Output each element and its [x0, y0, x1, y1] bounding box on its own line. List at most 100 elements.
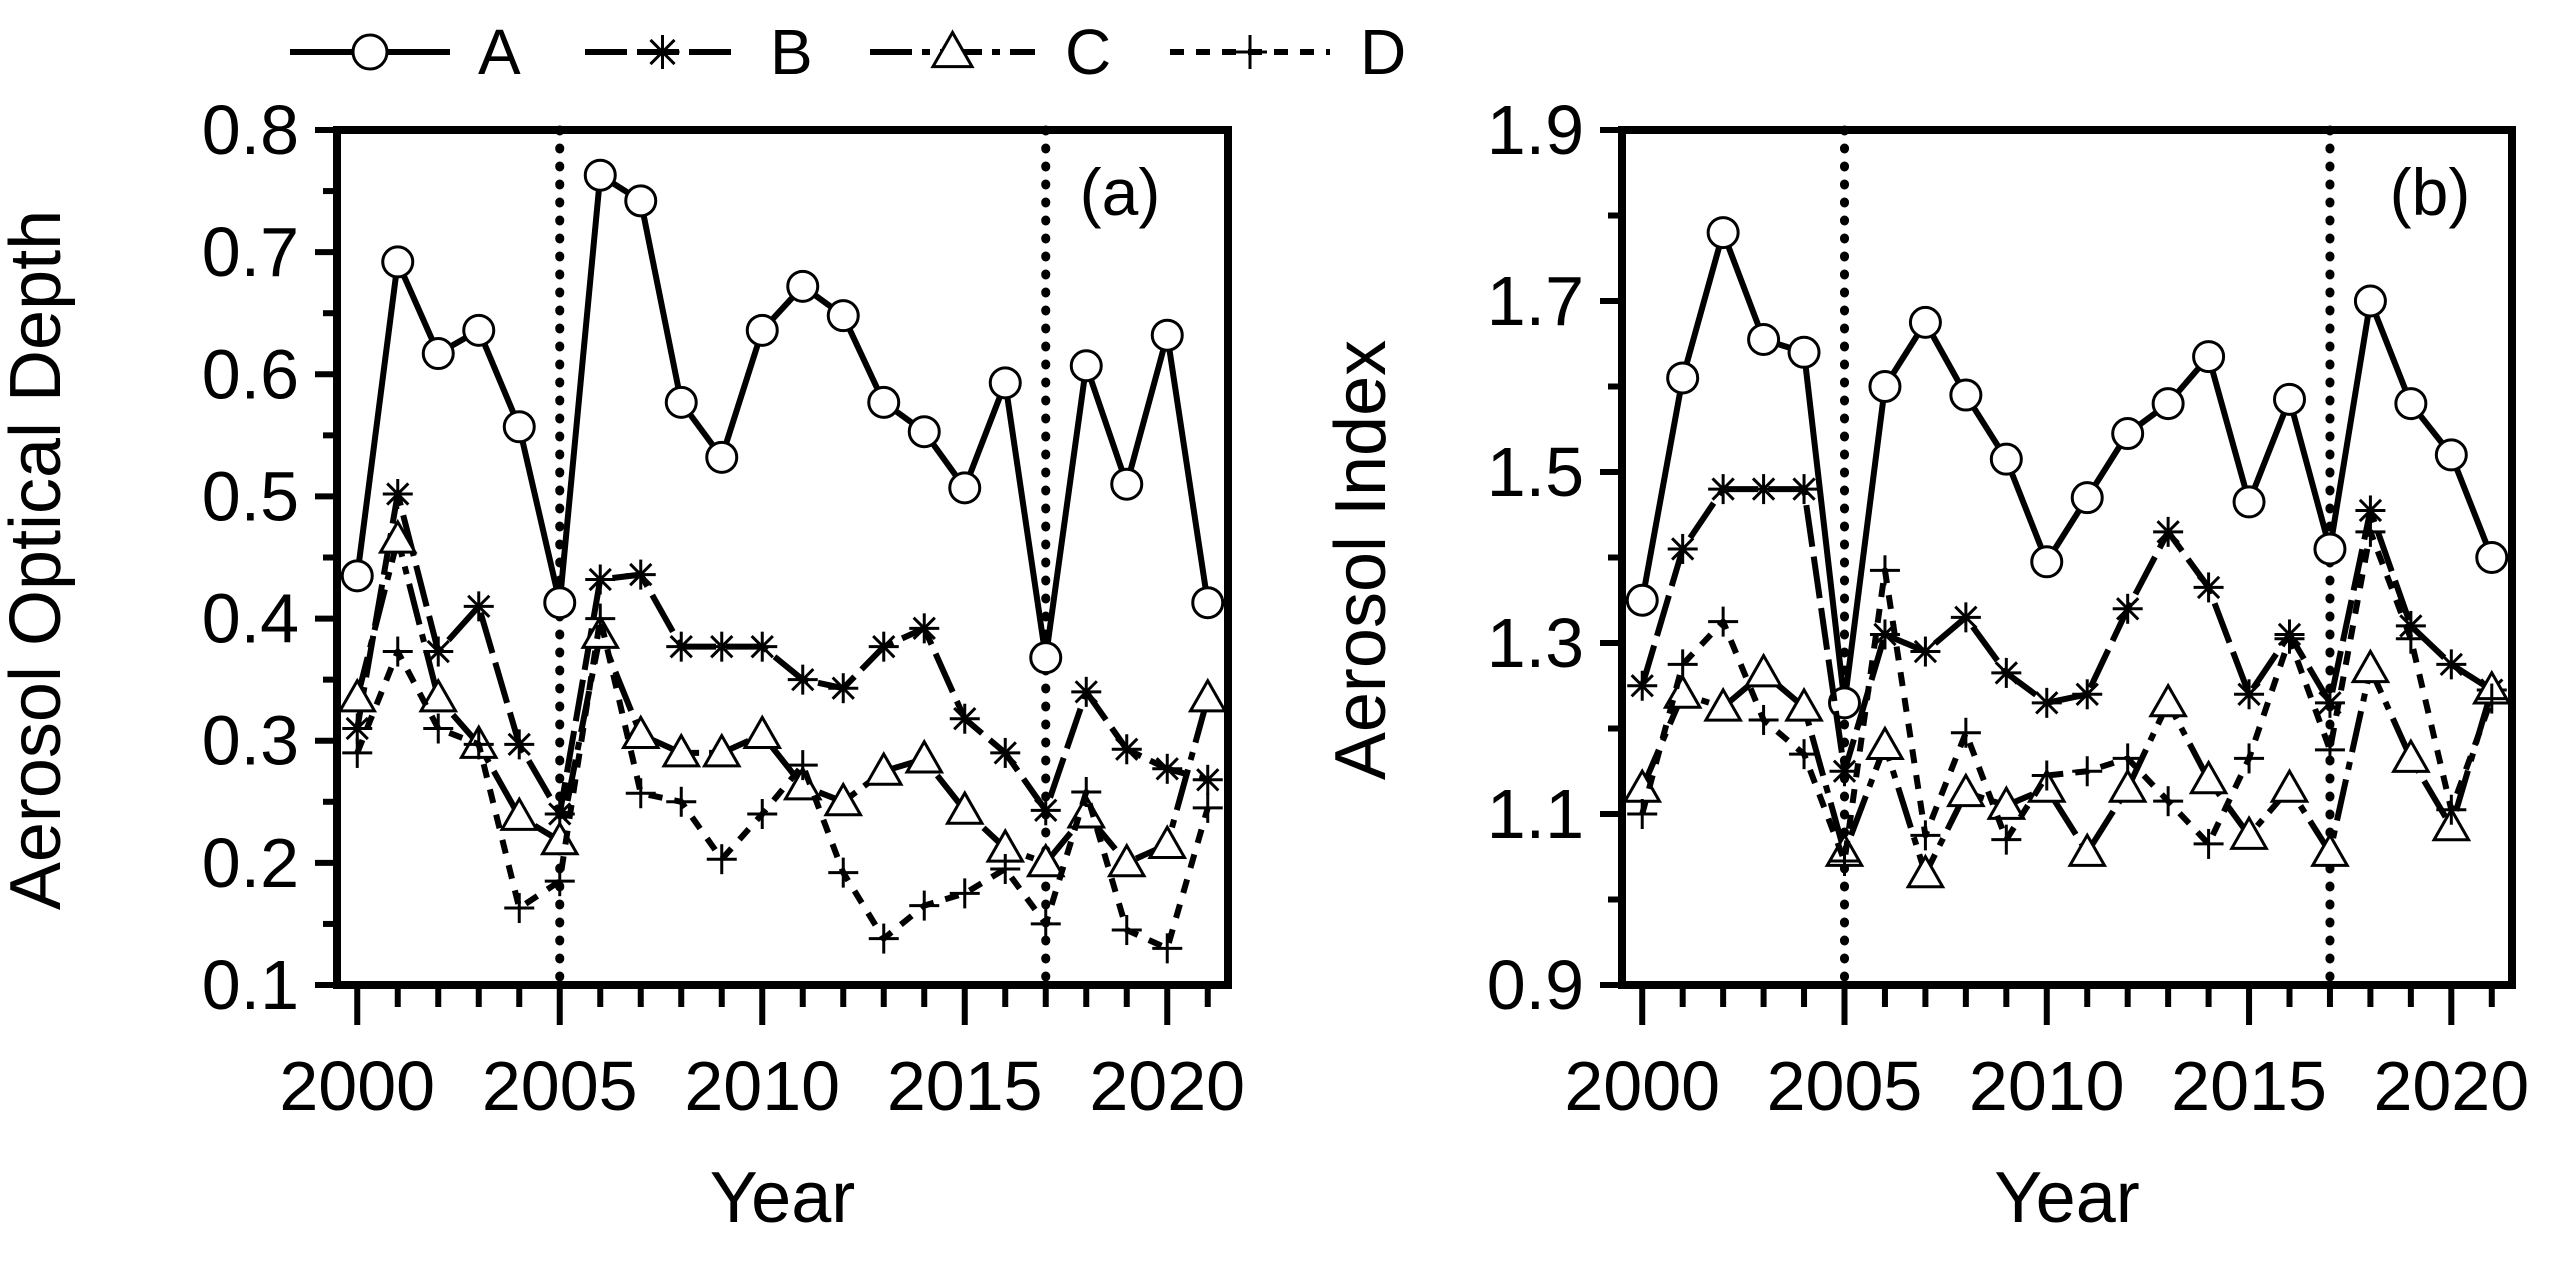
data-point-c-2009 [701, 732, 742, 768]
data-point-c-2007 [620, 714, 661, 750]
data-point-b-2016-stroke [993, 741, 1017, 765]
data-point-b-2001-stroke [386, 482, 410, 506]
data-point-d-2009 [706, 844, 737, 875]
data-point-c-2004 [1784, 686, 1824, 722]
y-axis-title: Aerosol Optical Depth [0, 210, 76, 910]
y-tick-label: 1.9 [1487, 91, 1584, 169]
data-point-a-2011 [2070, 481, 2104, 515]
y-tick-label: 0.6 [202, 335, 299, 413]
data-point-d-2004 [1789, 739, 1820, 770]
series-line-c [1639, 665, 2495, 877]
data-point-b-2020 [2436, 649, 2467, 680]
data-point-b-2016 [990, 737, 1021, 768]
series-line-a [1639, 229, 2495, 706]
legend-marker-c [930, 29, 975, 69]
data-point-b-2009-stroke [710, 634, 734, 659]
panel-label: (b) [2390, 155, 2471, 229]
y-tick-label: 1.1 [1487, 775, 1584, 853]
data-point-d-2009 [1991, 824, 2022, 855]
x-tick-label: 2020 [2373, 1047, 2529, 1125]
data-point-d-2018 [1071, 777, 1102, 808]
y-tick-label: 0.2 [202, 824, 299, 902]
x-tick-label: 2000 [279, 1047, 435, 1125]
data-point-b-2013 [2153, 516, 2184, 547]
data-point-d-2015 [2234, 743, 2265, 774]
data-point-d-2002 [1708, 606, 1739, 637]
data-point-c-2005 [539, 820, 580, 856]
data-point-c-2013 [863, 750, 904, 786]
data-point-c-2011 [2067, 832, 2108, 867]
data-point-b-2003 [463, 591, 494, 622]
data-point-d-2021 [1192, 792, 1223, 823]
data-point-d-2011 [787, 750, 818, 781]
data-point-d-2013 [868, 923, 899, 954]
data-point-d-2015 [949, 878, 980, 909]
data-point-d-2003 [463, 729, 494, 760]
data-point-a-2017 [2313, 532, 2347, 566]
data-point-a-2013 [2151, 387, 2185, 421]
data-point-c-2008 [661, 732, 702, 768]
legend-marker-a [351, 33, 389, 71]
data-point-d-2018 [2355, 516, 2386, 547]
data-point-a-2004 [502, 410, 536, 444]
data-point-d-2006 [1869, 555, 1900, 586]
data-point-b-2014 [2193, 572, 2224, 603]
data-point-b-2011-stroke [2075, 682, 2099, 706]
data-point-d-2012 [828, 857, 859, 888]
data-point-a-2014 [907, 415, 941, 449]
x-tick-label: 2015 [2171, 1047, 2327, 1125]
data-point-a-2010 [745, 313, 779, 347]
data-point-a-2020 [1150, 318, 1184, 352]
data-point-d-2000 [1627, 799, 1658, 829]
data-point-a-2003 [1747, 322, 1781, 356]
data-point-a-2000 [1625, 583, 1659, 617]
data-point-d-2019 [2395, 623, 2426, 654]
data-point-b-2001 [1667, 533, 1698, 564]
data-point-a-2006 [1868, 370, 1902, 403]
data-point-c-2010 [742, 714, 783, 750]
data-point-b-2009 [706, 631, 737, 662]
data-point-c-2013 [2148, 682, 2188, 718]
data-point-c-2006 [1865, 725, 1905, 761]
y-tick-label: 0.7 [202, 213, 299, 291]
data-point-d-2002 [423, 713, 454, 744]
series-b [1627, 474, 2507, 787]
data-point-b-2005-stroke [1832, 759, 1857, 783]
data-point-b-2008-stroke [669, 634, 693, 659]
data-point-d-2017 [2314, 734, 2345, 765]
data-point-d-2016 [990, 853, 1021, 884]
data-point-a-2019 [1110, 467, 1144, 501]
data-point-d-2005 [544, 866, 575, 897]
x-tick-label: 2000 [1564, 1047, 1720, 1125]
data-point-b-2004-stroke [1792, 477, 1816, 501]
legend-marker-b-stroke [649, 38, 676, 66]
data-point-c-2009 [1986, 785, 2027, 820]
data-point-a-2007 [1908, 305, 1942, 339]
data-point-c-2014 [2188, 759, 2229, 795]
data-point-d-2019 [1111, 915, 1142, 946]
data-point-b-2019 [1111, 734, 1142, 765]
data-point-a-2015 [948, 471, 982, 505]
y-tick-label: 0.5 [202, 457, 299, 535]
data-point-b-2004-stroke [507, 732, 531, 757]
series-d [342, 603, 1223, 964]
data-point-b-2000-stroke [1630, 674, 1654, 698]
data-point-b-2012 [828, 673, 859, 704]
data-point-a-2008 [664, 385, 698, 419]
data-point-b-2010-stroke [750, 634, 774, 659]
data-point-b-2018 [1071, 676, 1102, 707]
data-point-a-2014 [2192, 340, 2226, 374]
data-point-a-2021 [2475, 541, 2509, 574]
data-point-d-2007 [1910, 820, 1941, 851]
data-point-b-2020-stroke [1155, 757, 1179, 781]
data-point-c-2017 [2310, 832, 2350, 867]
panel-a: 0.1 0.2 0.3 0.4 0.5 0.6 0.7 0.8 2000 2005 2010 2015… [0, 91, 1245, 1238]
data-point-c-2015 [944, 790, 985, 825]
data-point-b-2018-stroke [1074, 680, 1098, 704]
data-point-b-2014-stroke [912, 616, 936, 641]
data-point-b-2005-stroke [548, 802, 572, 826]
data-point-c-2002 [1703, 686, 1743, 722]
data-point-a-2018 [1069, 349, 1103, 383]
data-point-b-2020-stroke [2439, 652, 2463, 677]
